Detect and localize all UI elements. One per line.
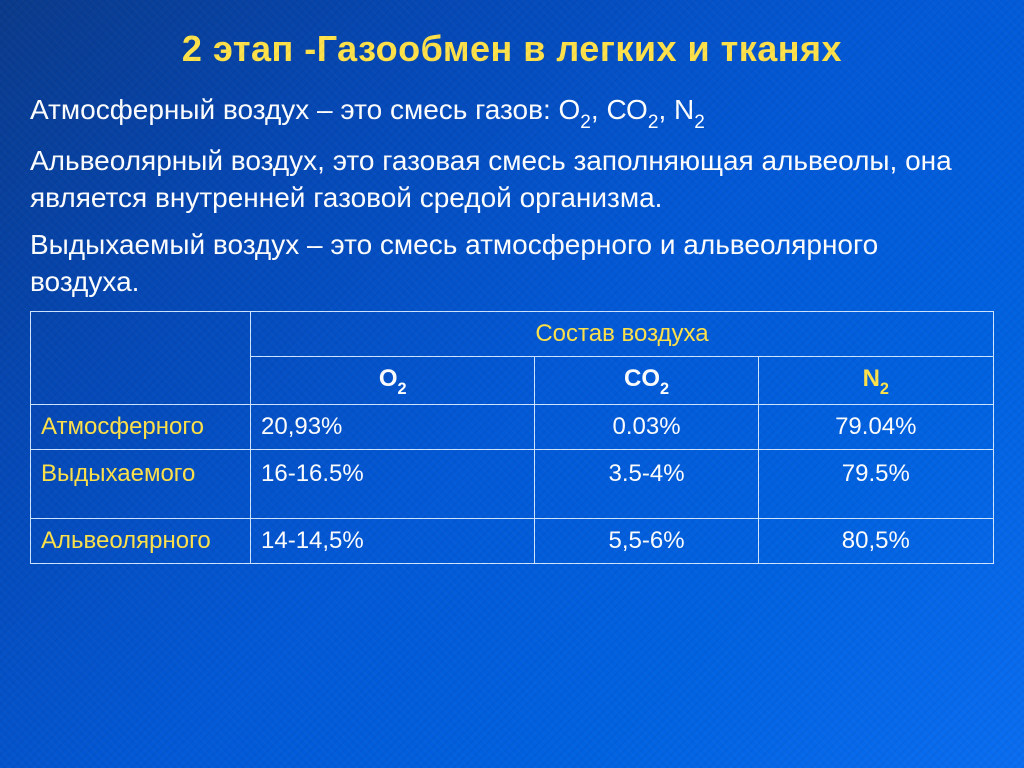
- cell-o2: 20,93%: [251, 405, 535, 450]
- paragraph-alveolar: Альвеолярный воздух, это газовая смесь з…: [30, 143, 994, 217]
- table-row: Атмосферного20,93%0.03%79.04%: [31, 405, 994, 450]
- table-body: Атмосферного20,93%0.03%79.04%Выдыхаемого…: [31, 405, 994, 564]
- col-head-co2: CO2: [535, 356, 758, 405]
- table-header-air: Состав воздуха: [251, 311, 994, 356]
- paragraph-exhaled: Выдыхаемый воздух – это смесь атмосферно…: [30, 227, 994, 301]
- col-head-n2: N2: [758, 356, 993, 405]
- cell-co2: 3.5-4%: [535, 450, 758, 519]
- table-row: Выдыхаемого16-16.5%3.5-4%79.5%: [31, 450, 994, 519]
- cell-co2: 5,5-6%: [535, 519, 758, 564]
- cell-n2: 80,5%: [758, 519, 993, 564]
- cell-co2: 0.03%: [535, 405, 758, 450]
- cell-o2: 14-14,5%: [251, 519, 535, 564]
- paragraph-atmospheric: Атмосферный воздух – это смесь газов: О2…: [30, 92, 994, 133]
- row-label: Атмосферного: [31, 405, 251, 450]
- table-row: Альвеолярного14-14,5%5,5-6%80,5%: [31, 519, 994, 564]
- row-label: Выдыхаемого: [31, 450, 251, 519]
- cell-n2: 79.5%: [758, 450, 993, 519]
- slide-title: 2 этап -Газообмен в легких и тканях: [30, 28, 994, 70]
- air-composition-table: Состав воздуха O2 CO2 N2 Атмосферного20,…: [30, 311, 994, 565]
- table-corner-cell: [31, 311, 251, 405]
- cell-o2: 16-16.5%: [251, 450, 535, 519]
- row-label: Альвеолярного: [31, 519, 251, 564]
- table-header-row-1: Состав воздуха: [31, 311, 994, 356]
- cell-n2: 79.04%: [758, 405, 993, 450]
- col-head-o2: O2: [251, 356, 535, 405]
